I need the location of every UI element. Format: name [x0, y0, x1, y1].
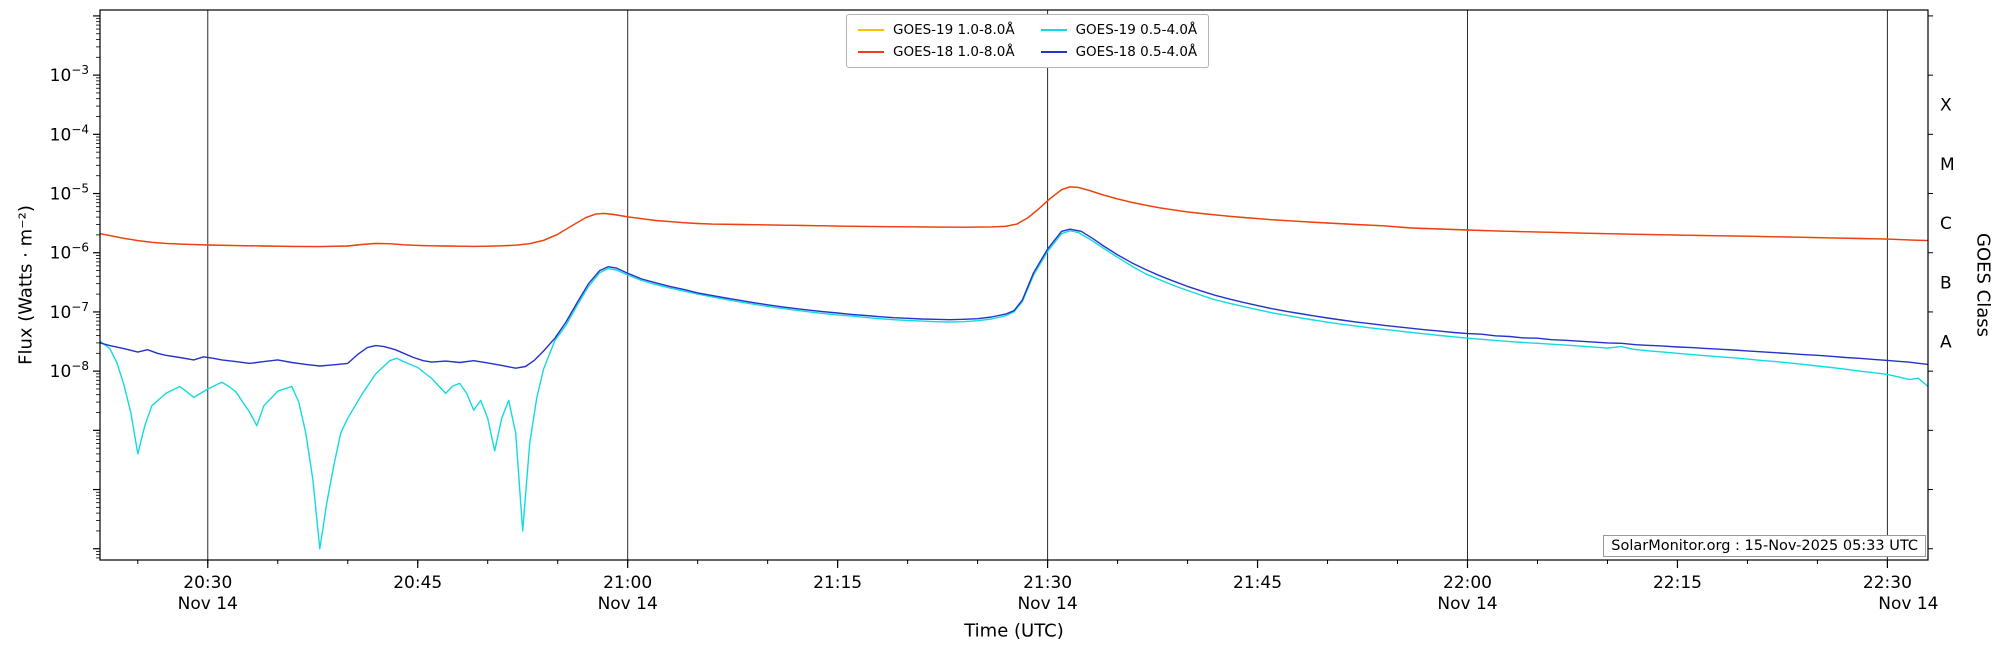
goes-class-a-label: A: [1940, 333, 1952, 353]
series-line-goes18-long: [100, 186, 1928, 248]
x-date-label: Nov 14: [1017, 594, 1077, 614]
legend-entry-goes18-short: GOES-18 0.5-4.0Å: [1040, 44, 1198, 60]
goes-class-b-label: B: [1940, 273, 1952, 293]
y-tick-label: 10−7: [50, 300, 89, 323]
legend-label-goes18-long: GOES-18 1.0-8.0Å: [893, 44, 1015, 60]
x-date-label: Nov 14: [598, 594, 658, 614]
x-axis-label: Time (UTC): [964, 620, 1064, 642]
goes-class-m-label: M: [1940, 155, 1955, 175]
goes-class-c-label: C: [1940, 214, 1952, 234]
x-date-label: Nov 14: [1437, 594, 1497, 614]
legend: GOES-19 1.0-8.0Å GOES-18 1.0-8.0Å GOES-19 …: [846, 14, 1210, 68]
legend-entry-goes19-short: GOES-19 0.5-4.0Å: [1040, 22, 1198, 38]
y-tick-label: 10−8: [50, 359, 89, 382]
x-tick-label: 22:00: [1443, 573, 1492, 593]
x-tick-label: 20:30: [183, 573, 232, 593]
plot-border: [99, 9, 1929, 561]
x-tick-label: 20:45: [393, 573, 442, 593]
x-tick-label: 21:45: [1233, 573, 1282, 593]
series-line-goes19-short: [100, 230, 1928, 550]
legend-entry-goes18-long: GOES-18 1.0-8.0Å: [858, 44, 1015, 60]
legend-column: GOES-19 1.0-8.0Å GOES-18 1.0-8.0Å: [858, 22, 1015, 60]
legend-swatch-goes19-short: [1040, 28, 1067, 32]
legend-entry-goes19-long: GOES-19 1.0-8.0Å: [858, 22, 1015, 38]
y-tick-label: 10−4: [50, 122, 89, 145]
x-tick-label: 21:00: [603, 573, 652, 593]
legend-swatch-goes19-long: [858, 28, 884, 32]
watermark-text: SolarMonitor.org : 15-Nov-2025 05:33 UTC: [1603, 535, 1926, 557]
x-tick-label: 22:15: [1653, 573, 1702, 593]
series-line-goes19-long: [100, 186, 1928, 248]
y-tick-label: 10−5: [50, 182, 89, 205]
legend-swatch-goes18-long: [858, 50, 884, 54]
x-date-label: Nov 14: [1878, 594, 1938, 614]
legend-label-goes18-short: GOES-18 0.5-4.0Å: [1075, 44, 1198, 60]
legend-label-goes19-long: GOES-19 1.0-8.0Å: [893, 22, 1015, 38]
series-line-goes18-short: [100, 228, 1928, 369]
goes-class-x-label: X: [1940, 96, 1952, 116]
x-tick-label: 22:30: [1863, 573, 1912, 593]
legend-label-goes19-short: GOES-19 0.5-4.0Å: [1075, 22, 1198, 38]
legend-column: GOES-19 0.5-4.0Å GOES-18 0.5-4.0Å: [1040, 22, 1198, 60]
legend-swatch-goes18-short: [1040, 50, 1067, 54]
x-tick-label: 21:15: [813, 573, 862, 593]
y-tick-label: 10−3: [50, 63, 89, 86]
y-axis-right-label: GOES Class: [1972, 233, 1994, 337]
y-axis-label: Flux (Watts · m⁻²): [15, 205, 37, 365]
x-date-label: Nov 14: [178, 594, 238, 614]
x-tick-label: 21:30: [1023, 573, 1072, 593]
y-tick-label: 10−6: [50, 241, 89, 264]
